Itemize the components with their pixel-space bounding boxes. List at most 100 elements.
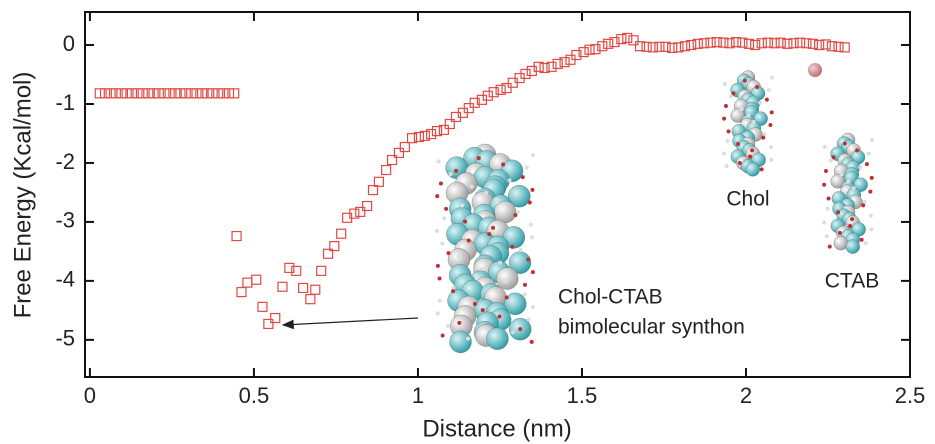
marker bbox=[291, 265, 302, 276]
atom bbox=[863, 241, 868, 246]
marker bbox=[116, 88, 127, 99]
atom bbox=[868, 189, 873, 194]
atom bbox=[451, 289, 456, 294]
atom bbox=[831, 155, 836, 160]
marker bbox=[191, 88, 202, 99]
marker bbox=[641, 41, 652, 52]
marker bbox=[231, 230, 242, 242]
atom bbox=[825, 206, 830, 211]
atom bbox=[859, 237, 864, 242]
atom bbox=[510, 330, 515, 335]
atom bbox=[454, 168, 459, 173]
x-tick-label: 0.5 bbox=[239, 383, 270, 408]
marker bbox=[807, 38, 819, 49]
atom bbox=[869, 227, 874, 232]
atom bbox=[822, 220, 827, 225]
marker bbox=[277, 281, 288, 292]
marker bbox=[322, 248, 334, 259]
atom bbox=[834, 193, 839, 197]
atom bbox=[530, 270, 535, 275]
atom bbox=[451, 286, 456, 290]
marker bbox=[349, 208, 360, 219]
marker bbox=[698, 38, 710, 49]
marker bbox=[495, 84, 506, 95]
marker bbox=[718, 37, 729, 48]
atom bbox=[528, 222, 533, 227]
atom bbox=[734, 126, 739, 131]
marker bbox=[559, 57, 570, 68]
marker bbox=[105, 88, 116, 99]
y-tick-label: -2 bbox=[55, 149, 75, 174]
atom bbox=[722, 116, 727, 121]
y-tick-label: -3 bbox=[55, 208, 75, 233]
atom bbox=[822, 144, 827, 149]
marker bbox=[94, 88, 105, 99]
atom bbox=[457, 320, 462, 325]
atom bbox=[742, 78, 747, 83]
atom bbox=[868, 213, 873, 218]
atom bbox=[866, 151, 871, 156]
atom bbox=[438, 181, 443, 186]
atom bbox=[530, 187, 535, 192]
atom bbox=[870, 138, 874, 142]
plot-frame bbox=[84, 11, 911, 378]
marker bbox=[143, 88, 154, 99]
marker bbox=[705, 37, 716, 48]
atom bbox=[848, 223, 853, 228]
marker bbox=[654, 41, 665, 52]
marker bbox=[257, 301, 268, 312]
marker bbox=[213, 88, 224, 99]
y-tick-label: -1 bbox=[55, 90, 75, 115]
atom bbox=[827, 244, 832, 249]
atom bbox=[836, 210, 841, 215]
marker bbox=[673, 42, 684, 53]
atom bbox=[725, 138, 730, 143]
atom bbox=[437, 298, 442, 303]
atom bbox=[440, 241, 445, 246]
annotation: Chol bbox=[726, 188, 769, 211]
marker bbox=[833, 41, 844, 52]
atom bbox=[529, 339, 534, 344]
arrow bbox=[281, 317, 419, 330]
atom bbox=[830, 174, 845, 189]
atom bbox=[724, 164, 729, 169]
atom bbox=[833, 235, 848, 251]
marker bbox=[373, 176, 385, 187]
atom bbox=[486, 327, 509, 350]
atom bbox=[504, 292, 527, 315]
atom bbox=[456, 254, 461, 259]
atom bbox=[723, 104, 728, 108]
atom bbox=[726, 129, 731, 134]
atom bbox=[869, 175, 874, 180]
atom bbox=[845, 239, 860, 254]
atom bbox=[448, 172, 453, 176]
marker bbox=[711, 36, 722, 48]
marker bbox=[218, 88, 229, 99]
atom bbox=[523, 282, 528, 287]
marker bbox=[355, 206, 366, 217]
marker bbox=[571, 49, 582, 61]
marker bbox=[469, 97, 480, 108]
marker bbox=[242, 277, 253, 288]
atom bbox=[480, 308, 485, 313]
marker bbox=[820, 39, 831, 50]
marker bbox=[622, 32, 633, 44]
marker bbox=[153, 88, 164, 99]
atom bbox=[437, 276, 442, 281]
marker bbox=[539, 62, 550, 74]
marker bbox=[609, 36, 620, 48]
x-tick-label: 2.5 bbox=[895, 383, 926, 408]
marker bbox=[229, 88, 240, 99]
atom bbox=[762, 132, 767, 137]
annotation: bimolecular synthon bbox=[558, 316, 745, 339]
marker bbox=[197, 88, 208, 99]
y-tick-label: -5 bbox=[55, 326, 75, 351]
atom bbox=[839, 172, 844, 177]
marker bbox=[251, 274, 262, 285]
marker bbox=[795, 37, 806, 48]
marker bbox=[159, 88, 170, 99]
atom bbox=[862, 199, 867, 204]
atom bbox=[722, 81, 727, 86]
atom bbox=[493, 200, 517, 224]
